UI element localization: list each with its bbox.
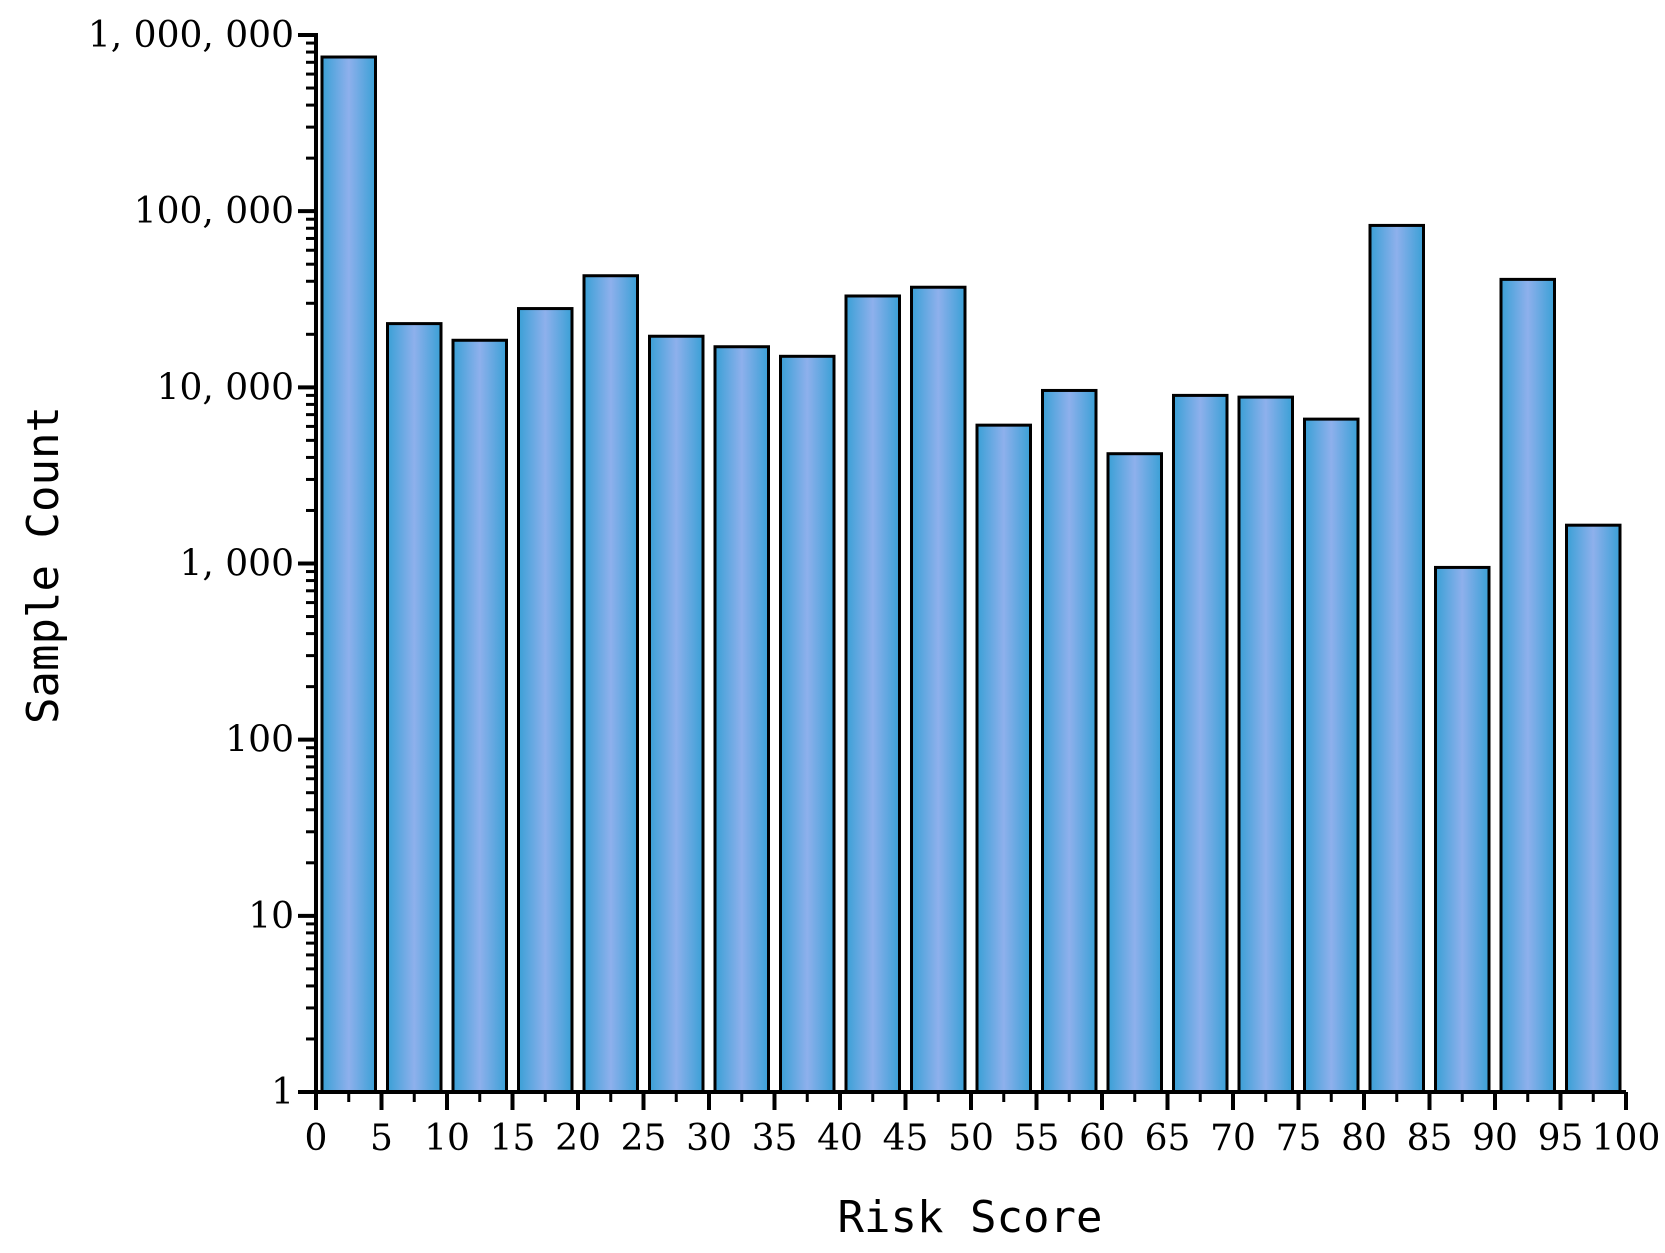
bar-85-90 <box>1434 565 1491 1094</box>
bar-10-15 <box>451 338 508 1094</box>
bar-15-20 <box>517 307 574 1094</box>
y-axis-title: Sample Count <box>18 406 69 724</box>
x-tick-label: 10 <box>424 1118 470 1159</box>
y-axis-ticks: 1 10 100 1, 000 10, 000 100, 000 1, 000, 000 <box>88 15 316 1113</box>
x-tick-label: 40 <box>817 1118 863 1159</box>
bar-65-70 <box>1172 393 1229 1094</box>
x-tick-label: 100 <box>1592 1118 1661 1159</box>
bar-60-65 <box>1106 452 1163 1094</box>
x-axis-ticks: 0 5 10 15 20 25 30 35 40 45 50 55 60 65 70 75 80 85 90 95 10… <box>305 1092 1661 1159</box>
x-tick-label: 75 <box>1276 1118 1322 1159</box>
bar-5-10 <box>386 322 443 1094</box>
axes-group <box>314 33 1626 1094</box>
y-tick-label: 10 <box>248 896 294 937</box>
y-tick-label: 1, 000 <box>179 544 294 585</box>
x-tick-label: 5 <box>370 1118 393 1159</box>
bar-25-30 <box>648 334 705 1094</box>
y-tick-label: 10, 000 <box>157 367 294 408</box>
x-tick-label: 0 <box>305 1118 328 1159</box>
x-axis-title: Risk Score <box>838 1192 1103 1243</box>
x-tick-label: 60 <box>1079 1118 1125 1159</box>
bar-35-40 <box>779 354 836 1094</box>
y-tick-label: 100, 000 <box>134 191 294 232</box>
x-tick-label: 35 <box>752 1118 798 1159</box>
bar-90-95 <box>1499 277 1556 1094</box>
y-tick-label: 100 <box>225 720 294 761</box>
bar-20-25 <box>582 274 639 1094</box>
x-tick-label: 70 <box>1210 1118 1256 1159</box>
bar-80-85 <box>1368 223 1425 1094</box>
bar-50-55 <box>975 423 1032 1094</box>
x-tick-label: 90 <box>1472 1118 1518 1159</box>
x-tick-label: 45 <box>883 1118 929 1159</box>
y-tick-label: 1, 000, 000 <box>88 15 294 56</box>
bar-55-60 <box>1041 388 1098 1094</box>
x-tick-label: 25 <box>621 1118 667 1159</box>
x-tick-label: 80 <box>1341 1118 1387 1159</box>
x-tick-label: 95 <box>1538 1118 1584 1159</box>
bar-40-45 <box>844 294 901 1094</box>
bar-95-100 <box>1565 523 1622 1094</box>
bar-0-5 <box>320 55 377 1094</box>
axis-lines <box>314 33 1626 1094</box>
x-tick-label: 20 <box>555 1118 601 1159</box>
x-tick-label: 15 <box>490 1118 536 1159</box>
bar-30-35 <box>713 345 770 1094</box>
x-tick-label: 65 <box>1145 1118 1191 1159</box>
x-tick-label: 50 <box>948 1118 994 1159</box>
y-tick-label: 1 <box>271 1072 294 1113</box>
bar-70-75 <box>1237 395 1294 1094</box>
x-tick-label: 85 <box>1407 1118 1453 1159</box>
bar-45-50 <box>910 285 967 1094</box>
x-tick-label: 55 <box>1014 1118 1060 1159</box>
bars-group <box>320 55 1622 1094</box>
x-tick-label: 30 <box>686 1118 732 1159</box>
bar-75-80 <box>1303 417 1360 1094</box>
